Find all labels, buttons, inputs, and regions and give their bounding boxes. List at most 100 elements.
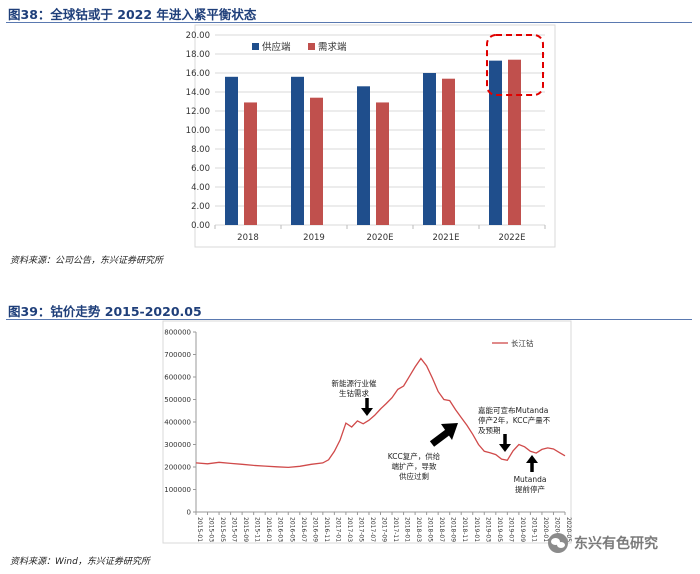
y-tick-label: 18.00 [186,50,210,60]
bar-demand [442,78,455,225]
y-tick-label: 8.00 [191,145,210,155]
fig38-title: 图38：全球钴或于 2022 年进入紧平衡状态 [8,7,257,22]
x-tick-label: 2016-11 [323,517,330,542]
x-tick-label: 2015-11 [254,517,261,542]
x-tick-label: 2019-01 [473,517,480,542]
annotation-label: 新能源行业催 [332,378,377,388]
x-tick-label: 2017-05 [357,517,364,542]
bar-supply [489,60,502,226]
x-tick-label: 2017-01 [334,517,341,542]
x-tick-label: 2019-05 [496,517,503,542]
y-tick-label: 14.00 [186,88,210,98]
y-tick-label: 400000 [164,419,191,427]
fig39-title: 图39：钴价走势 2015-2020.05 [8,304,202,319]
x-tick-label: 2019-07 [507,517,514,542]
fig38-rule [6,22,692,23]
x-tick-label: 2016-03 [277,517,284,542]
watermark: 东兴有色研究 [548,530,688,556]
x-tick-label: 2019-11 [530,517,537,542]
x-tick-label: 2017-09 [381,517,388,542]
y-tick-label: 300000 [164,441,191,449]
price-line [195,357,566,469]
x-tick-label: 2019 [303,233,325,243]
y-tick-label: 700000 [164,351,191,359]
y-tick-label: 10.00 [186,126,210,136]
bar-demand [244,102,257,225]
wechat-icon [548,533,568,553]
watermark-text: 东兴有色研究 [574,536,658,552]
y-tick-label: 0.00 [191,221,210,231]
bar-supply [291,76,304,225]
highlight-box [486,34,544,96]
x-tick-label: 2015-05 [219,517,226,542]
y-tick-label: 6.00 [191,164,210,174]
annotation-label: 停产2年，KCC产量不 [478,415,551,425]
bar-demand [310,97,323,225]
x-tick-label: 2019-03 [484,517,491,542]
x-tick-label: 2020-03 [553,517,560,542]
x-tick-label: 2020-05 [565,517,572,542]
y-tick-label: 4.00 [191,183,210,193]
annotation-label: Mutanda [514,475,547,484]
y-tick-label: 800000 [164,329,191,337]
fig39-source: 资料来源：Wind，东兴证券研究所 [10,557,150,567]
fig39-rule [6,319,692,320]
fig38-source: 资料来源：公司公告，东兴证券研究所 [10,256,164,266]
cobalt-price-line-chart: 0 100000 200000 300000 400000 500000 600000 700… [162,320,572,544]
supply-demand-bar-chart: 0.00 2.00 4.00 6.00 8.00 10.00 12.00 14.00 16.00… [186,24,556,248]
annotation-arrow [441,423,458,440]
y-tick-label: 0 [187,509,191,517]
y-tick-label: 500000 [164,396,191,404]
y-tick-label: 2.00 [191,202,210,212]
x-tick-label: 2015-09 [242,517,249,542]
legend-label: 长江钴 [511,338,534,348]
legend-swatch [308,43,315,50]
x-tick-label: 2018-09 [450,517,457,542]
legend-label: 需求端 [318,41,347,53]
x-tick-label: 2015-07 [231,517,238,542]
legend-label: 供应端 [262,41,291,53]
chart-frame [162,320,572,544]
x-tick-label: 2016-05 [288,517,295,542]
bar-supply [225,76,238,225]
y-tick-label: 16.00 [186,69,210,79]
annotation-label: 及预期 [478,425,501,435]
bar-supply [357,86,370,225]
annotation-arrow [526,455,538,463]
annotation-label: 生钴需求 [339,388,369,398]
bar-demand [376,102,389,225]
annotation-label: 端扩产，导致 [392,461,437,471]
x-tick-label: 2021E [432,233,459,243]
bar-demand [508,59,521,226]
x-tick-label: 2016-07 [300,517,307,542]
x-tick-label: 2020-01 [542,517,549,542]
x-tick-label: 2017-03 [346,517,353,542]
y-tick-label: 600000 [164,374,191,382]
y-tick-label: 100000 [164,486,191,494]
x-tick-label: 2020E [366,233,393,243]
annotation-label: 嘉能可宣布Mutanda [478,405,548,415]
x-tick-label: 2018-07 [438,517,445,542]
x-tick-label: 2017-07 [369,517,376,542]
annotation-arrow [429,429,451,447]
x-tick-label: 2016-01 [265,517,272,542]
x-tick-label: 2018-11 [461,517,468,542]
x-tick-label: 2015-03 [208,517,215,542]
x-tick-label: 2016-09 [311,517,318,542]
x-tick-label: 2015-01 [196,517,203,542]
x-tick-label: 2022E [498,233,525,243]
x-tick-label: 2018 [237,233,259,243]
legend-swatch [252,43,259,50]
annotation-arrow [361,408,373,416]
y-tick-label: 20.00 [186,31,210,41]
x-tick-label: 2019-09 [519,517,526,542]
x-tick-label: 2018-03 [415,517,422,542]
annotation-arrow [499,444,511,452]
annotation-label: KCC复产，供给 [388,451,441,461]
annotation-label: 提前停产 [515,484,545,494]
x-tick-label: 2018-01 [404,517,411,542]
y-tick-label: 12.00 [186,107,210,117]
y-tick-label: 200000 [164,464,191,472]
bar-supply [423,73,436,225]
x-tick-label: 2018-05 [427,517,434,542]
